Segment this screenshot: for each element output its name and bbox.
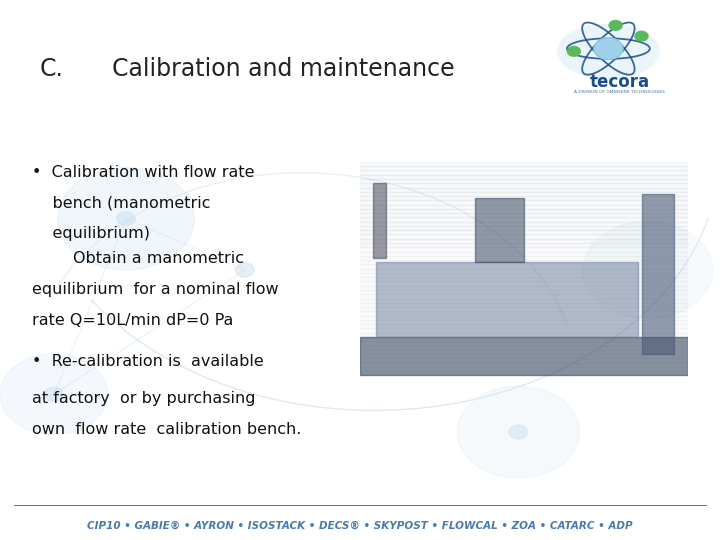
- Bar: [360, 239, 688, 243]
- Bar: [360, 371, 688, 375]
- Bar: [360, 333, 688, 337]
- Bar: [360, 218, 688, 221]
- Bar: [360, 324, 688, 328]
- Text: rate Q=10L/min dP=0 Pa: rate Q=10L/min dP=0 Pa: [32, 313, 234, 328]
- Bar: [360, 256, 688, 260]
- Bar: [360, 213, 688, 218]
- Bar: [474, 198, 523, 262]
- Bar: [360, 222, 688, 226]
- Bar: [360, 320, 688, 324]
- Bar: [360, 260, 688, 265]
- Circle shape: [45, 387, 63, 401]
- Bar: [360, 307, 688, 312]
- Circle shape: [609, 21, 622, 30]
- Bar: [360, 303, 688, 307]
- Bar: [360, 171, 688, 175]
- Bar: [360, 337, 688, 375]
- Circle shape: [583, 221, 713, 319]
- Bar: [360, 328, 688, 333]
- Bar: [360, 187, 688, 192]
- Text: CIP10 • GABIE® • AYRON • ISOSTACK • DECS® • SKYPOST • FLOWCAL • ZOA • CATARC • A: CIP10 • GABIE® • AYRON • ISOSTACK • DECS…: [87, 520, 633, 530]
- Bar: [377, 262, 639, 337]
- Bar: [360, 247, 688, 252]
- Text: at factory  or by purchasing: at factory or by purchasing: [32, 392, 256, 407]
- Text: C.: C.: [40, 57, 63, 80]
- Circle shape: [0, 354, 108, 435]
- Circle shape: [509, 425, 528, 439]
- Text: equilibrium): equilibrium): [32, 226, 150, 241]
- Circle shape: [567, 46, 580, 56]
- Bar: [360, 294, 688, 299]
- Circle shape: [235, 263, 254, 277]
- Circle shape: [117, 212, 135, 226]
- Bar: [360, 346, 688, 350]
- Bar: [360, 286, 688, 290]
- Text: •  Re-calibration is  available: • Re-calibration is available: [32, 354, 264, 369]
- Circle shape: [594, 38, 623, 59]
- Circle shape: [635, 31, 648, 41]
- Text: bench (manometric: bench (manometric: [32, 195, 211, 211]
- Bar: [360, 273, 688, 277]
- Bar: [360, 363, 688, 367]
- Text: equilibrium  for a nominal flow: equilibrium for a nominal flow: [32, 282, 279, 297]
- Text: •  Calibration with flow rate: • Calibration with flow rate: [32, 165, 255, 180]
- Bar: [360, 277, 688, 281]
- Bar: [360, 183, 688, 187]
- Bar: [360, 359, 688, 363]
- Text: Obtain a manometric: Obtain a manometric: [32, 251, 244, 266]
- Text: own  flow rate  calibration bench.: own flow rate calibration bench.: [32, 422, 302, 437]
- Bar: [360, 315, 688, 320]
- Bar: [360, 196, 688, 200]
- Bar: [360, 230, 688, 234]
- Bar: [373, 183, 386, 258]
- Bar: [360, 290, 688, 294]
- Bar: [360, 175, 688, 179]
- Bar: [360, 350, 688, 354]
- Bar: [360, 299, 688, 303]
- Bar: [360, 252, 688, 256]
- Circle shape: [457, 386, 580, 478]
- Ellipse shape: [558, 24, 659, 78]
- Bar: [360, 200, 688, 205]
- Text: A DIVISION OF OMNISENS TECHNOLOGIES: A DIVISION OF OMNISENS TECHNOLOGIES: [575, 90, 665, 94]
- Circle shape: [58, 167, 194, 270]
- Text: tecora: tecora: [590, 73, 650, 91]
- Bar: [360, 265, 688, 268]
- Bar: [360, 269, 688, 273]
- Bar: [360, 166, 688, 171]
- Bar: [360, 162, 688, 166]
- Bar: [360, 209, 688, 213]
- Bar: [360, 354, 688, 359]
- Bar: [642, 194, 675, 354]
- Bar: [360, 367, 688, 371]
- Circle shape: [594, 38, 623, 59]
- Bar: [360, 312, 688, 315]
- Text: Calibration and maintenance: Calibration and maintenance: [112, 57, 454, 80]
- Bar: [360, 243, 688, 247]
- Bar: [360, 226, 688, 230]
- Bar: [360, 192, 688, 196]
- Bar: [360, 179, 688, 183]
- Bar: [360, 341, 688, 346]
- Bar: [360, 234, 688, 239]
- Bar: [360, 205, 688, 209]
- Bar: [360, 337, 688, 341]
- Bar: [360, 281, 688, 286]
